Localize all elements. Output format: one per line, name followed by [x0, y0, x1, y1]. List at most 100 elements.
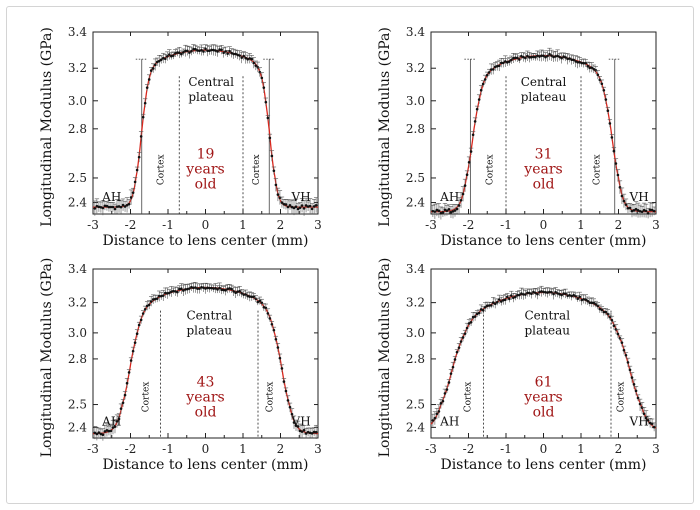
data-point — [501, 61, 505, 65]
data-point — [437, 410, 441, 413]
data-point — [113, 425, 117, 428]
y-tick-label: 2.4 — [68, 420, 87, 434]
data-point — [558, 292, 561, 296]
x-tick-label: 0 — [540, 218, 548, 232]
data-point — [520, 292, 523, 295]
data-point — [121, 401, 125, 405]
data-point — [93, 431, 97, 435]
data-point — [590, 66, 594, 69]
data-point — [194, 286, 197, 289]
data-point — [268, 317, 272, 320]
data-point — [129, 196, 133, 199]
data-point — [582, 298, 586, 301]
data-point — [622, 348, 626, 352]
data-point — [208, 49, 211, 52]
data-point — [163, 291, 167, 295]
data-point — [608, 122, 612, 125]
data-point — [598, 307, 602, 311]
data-point — [632, 383, 636, 386]
data-point — [314, 204, 318, 207]
data-point — [161, 294, 165, 297]
data-point — [566, 57, 569, 61]
y-tick-label: 2.5 — [406, 398, 425, 412]
data-point — [548, 52, 551, 56]
data-point — [312, 430, 316, 434]
data-point — [491, 301, 495, 304]
data-point — [570, 294, 573, 298]
x-tick-label: 3 — [652, 218, 660, 232]
data-point — [505, 295, 509, 299]
data-point — [650, 208, 654, 212]
data-point — [161, 56, 165, 60]
data-point — [648, 421, 652, 425]
data-point — [204, 287, 207, 290]
data-point — [135, 168, 139, 172]
y-tick-label: 3.0 — [68, 94, 87, 108]
x-tick-label: -3 — [425, 218, 437, 232]
data-point — [103, 430, 107, 433]
data-point — [240, 56, 244, 59]
data-point — [204, 47, 207, 51]
data-point — [198, 287, 201, 290]
y-tick-label: 2.5 — [406, 171, 425, 185]
data-point — [483, 78, 487, 81]
chart-panel-3: -3 -2 -1 0 1 2 3 2.4 2.5 2.8 3.0 3.2 3.4 Distance to … — [39, 258, 322, 473]
data-point — [117, 417, 121, 421]
x-tick-label: 0 — [202, 442, 210, 456]
data-point — [208, 286, 211, 290]
data-point — [532, 290, 535, 294]
x-axis-label: Distance to lens center (mm) — [440, 233, 646, 249]
data-point — [143, 101, 147, 105]
data-point — [530, 55, 533, 59]
data-point — [234, 291, 237, 295]
age-label-line-1: 31 — [535, 146, 553, 162]
data-point — [155, 297, 159, 300]
data-point — [536, 54, 539, 57]
data-point — [449, 210, 453, 214]
data-point — [499, 61, 503, 65]
x-tick-label: -3 — [87, 442, 99, 456]
data-point — [304, 432, 308, 435]
data-point — [252, 295, 256, 298]
y-tick-label: 3.2 — [68, 61, 87, 75]
data-point — [457, 346, 461, 349]
data-point — [147, 78, 151, 81]
data-point — [258, 299, 262, 303]
data-point — [592, 301, 596, 305]
data-point — [222, 51, 225, 55]
data-point — [489, 304, 493, 307]
data-point — [638, 209, 642, 213]
data-point — [228, 287, 231, 290]
data-point — [200, 48, 203, 52]
data-point — [206, 49, 209, 53]
data-point — [244, 293, 248, 296]
y-tick-label: 2.5 — [68, 171, 87, 185]
data-point — [292, 421, 296, 424]
data-point — [218, 48, 221, 51]
data-point — [548, 290, 551, 294]
data-point — [109, 429, 113, 433]
data-point — [121, 203, 125, 207]
data-point — [107, 205, 111, 209]
data-point — [176, 290, 179, 294]
data-point — [542, 290, 545, 294]
data-point — [99, 432, 103, 436]
age-label-line-3: old — [195, 176, 217, 192]
y-axis-label: Longitudinal Modulus (GPa) — [39, 258, 55, 458]
data-point — [461, 192, 465, 196]
data-point — [497, 64, 501, 68]
y-tick-label: 2.8 — [68, 352, 87, 366]
y-axis-label: Longitudinal Modulus (GPa) — [377, 27, 393, 227]
data-point — [483, 306, 487, 309]
y-tick-label: 3.4 — [406, 25, 425, 39]
label-cortex-left: Cortex — [464, 382, 474, 413]
data-point — [524, 56, 527, 60]
label-cortex-left: Cortex — [142, 382, 152, 413]
data-point — [240, 291, 244, 295]
data-point — [499, 300, 503, 303]
data-point — [274, 337, 278, 341]
data-point — [493, 65, 497, 69]
data-point — [153, 297, 157, 301]
data-point — [473, 120, 477, 123]
label-central: Central — [524, 308, 570, 322]
